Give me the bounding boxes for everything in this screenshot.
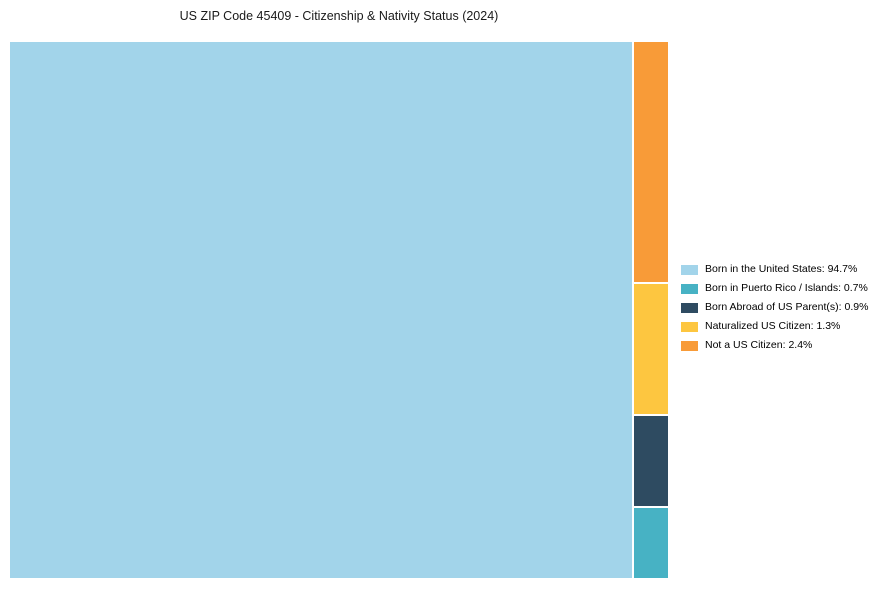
treemap-column <box>634 42 668 578</box>
treemap-segment <box>634 42 668 282</box>
treemap-segment <box>634 416 668 506</box>
legend-item: Born Abroad of US Parent(s): 0.9% <box>681 302 868 313</box>
legend-swatch <box>681 283 698 294</box>
treemap <box>10 42 668 578</box>
legend-label: Born Abroad of US Parent(s): 0.9% <box>705 301 869 313</box>
legend-label: Not a US Citizen: 2.4% <box>705 339 813 351</box>
legend: Born in the United States: 94.7% Born in … <box>681 264 868 351</box>
legend-item: Not a US Citizen: 2.4% <box>681 340 868 351</box>
treemap-segment-born-in-us <box>10 42 632 578</box>
legend-swatch <box>681 340 698 351</box>
treemap-segment <box>634 284 668 414</box>
legend-label: Born in Puerto Rico / Islands: 0.7% <box>705 282 868 294</box>
legend-swatch <box>681 302 698 313</box>
legend-swatch <box>681 264 698 275</box>
chart-title: US ZIP Code 45409 - Citizenship & Nativi… <box>179 9 499 23</box>
legend-swatch <box>681 321 698 332</box>
legend-item: Born in the United States: 94.7% <box>681 264 868 275</box>
legend-item: Born in Puerto Rico / Islands: 0.7% <box>681 283 868 294</box>
treemap-segment <box>634 508 668 578</box>
legend-label: Naturalized US Citizen: 1.3% <box>705 320 841 332</box>
legend-label: Born in the United States: 94.7% <box>705 263 858 275</box>
legend-item: Naturalized US Citizen: 1.3% <box>681 321 868 332</box>
